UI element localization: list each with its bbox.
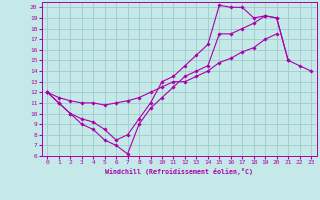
X-axis label: Windchill (Refroidissement éolien,°C): Windchill (Refroidissement éolien,°C) <box>105 168 253 175</box>
